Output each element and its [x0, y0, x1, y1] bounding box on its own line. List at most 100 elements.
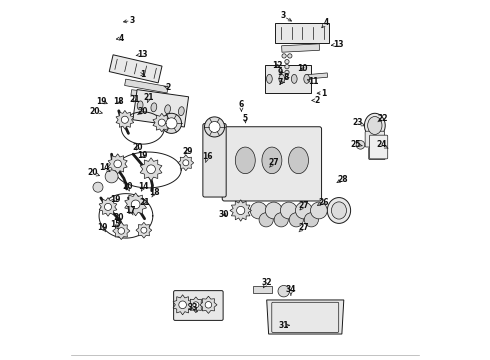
Polygon shape — [188, 297, 204, 313]
Circle shape — [118, 228, 124, 234]
Text: 13: 13 — [136, 50, 148, 59]
Circle shape — [205, 302, 212, 308]
Ellipse shape — [327, 198, 351, 224]
Circle shape — [183, 160, 189, 166]
Text: 29: 29 — [182, 147, 193, 156]
Polygon shape — [125, 193, 147, 216]
Polygon shape — [173, 295, 192, 315]
Circle shape — [278, 285, 290, 297]
Circle shape — [288, 54, 292, 58]
Circle shape — [193, 302, 199, 308]
Circle shape — [204, 117, 224, 137]
Ellipse shape — [331, 202, 346, 219]
Text: 32: 32 — [262, 278, 272, 288]
Circle shape — [209, 121, 220, 132]
Text: 27: 27 — [299, 201, 310, 210]
Text: 19: 19 — [97, 96, 107, 105]
Circle shape — [285, 70, 289, 75]
Text: 5: 5 — [243, 114, 247, 123]
Polygon shape — [253, 286, 271, 293]
Text: 2: 2 — [164, 83, 171, 92]
Circle shape — [259, 213, 273, 227]
Ellipse shape — [289, 147, 309, 174]
Ellipse shape — [262, 147, 282, 174]
Polygon shape — [108, 154, 127, 174]
Text: 4: 4 — [116, 34, 124, 43]
Text: 25: 25 — [350, 140, 362, 149]
Circle shape — [147, 165, 155, 174]
Ellipse shape — [368, 117, 382, 134]
Text: 4: 4 — [322, 18, 329, 28]
Text: 27: 27 — [299, 223, 310, 232]
Polygon shape — [282, 44, 319, 52]
Ellipse shape — [137, 101, 143, 110]
Polygon shape — [306, 73, 328, 79]
Ellipse shape — [304, 75, 310, 84]
Circle shape — [93, 182, 103, 192]
Text: 1: 1 — [140, 70, 146, 79]
Text: 3: 3 — [123, 16, 135, 25]
Text: 26: 26 — [318, 198, 328, 207]
Polygon shape — [153, 113, 171, 132]
Text: 3: 3 — [280, 11, 292, 21]
Polygon shape — [109, 55, 162, 83]
Text: 18: 18 — [149, 188, 160, 197]
Circle shape — [131, 200, 140, 209]
Polygon shape — [230, 200, 251, 221]
Text: 20: 20 — [90, 107, 102, 116]
Circle shape — [179, 301, 186, 309]
Ellipse shape — [279, 75, 285, 84]
Text: 19: 19 — [110, 195, 121, 204]
Polygon shape — [116, 111, 134, 129]
Polygon shape — [136, 222, 152, 238]
Circle shape — [274, 213, 288, 227]
Ellipse shape — [151, 103, 157, 112]
Text: 14: 14 — [139, 182, 149, 191]
Text: 21: 21 — [144, 93, 154, 102]
Polygon shape — [265, 64, 311, 93]
Circle shape — [237, 206, 245, 215]
Text: 22: 22 — [378, 114, 388, 123]
FancyBboxPatch shape — [368, 147, 385, 159]
Text: 20: 20 — [138, 107, 148, 116]
Polygon shape — [133, 90, 189, 127]
Circle shape — [141, 227, 147, 233]
Polygon shape — [178, 155, 194, 171]
Text: 19: 19 — [138, 151, 148, 160]
Circle shape — [158, 119, 165, 126]
Circle shape — [265, 202, 282, 219]
Text: 1: 1 — [317, 89, 326, 98]
Circle shape — [356, 140, 365, 149]
Circle shape — [250, 202, 267, 219]
Text: 7: 7 — [277, 78, 284, 87]
Circle shape — [285, 59, 289, 64]
Text: 20: 20 — [122, 182, 133, 191]
Polygon shape — [140, 158, 162, 181]
Text: 20: 20 — [132, 143, 143, 152]
Text: 17: 17 — [125, 206, 136, 215]
Ellipse shape — [365, 113, 385, 138]
Circle shape — [282, 54, 286, 58]
Text: 23: 23 — [353, 118, 365, 127]
Circle shape — [122, 116, 128, 123]
Polygon shape — [124, 79, 168, 93]
Circle shape — [311, 202, 327, 219]
FancyBboxPatch shape — [365, 131, 385, 147]
Ellipse shape — [235, 147, 255, 174]
Text: 9: 9 — [277, 68, 283, 77]
Circle shape — [304, 213, 319, 227]
Text: 15: 15 — [110, 220, 121, 229]
Text: 8: 8 — [283, 73, 289, 82]
Text: 19: 19 — [97, 223, 107, 232]
Ellipse shape — [267, 75, 272, 84]
Text: 30: 30 — [219, 210, 229, 219]
FancyBboxPatch shape — [369, 135, 388, 159]
Circle shape — [104, 203, 112, 211]
Text: 34: 34 — [286, 285, 296, 295]
Text: 31: 31 — [278, 321, 289, 330]
Circle shape — [285, 64, 289, 69]
Text: 2: 2 — [312, 96, 319, 105]
Circle shape — [289, 213, 303, 227]
FancyBboxPatch shape — [222, 127, 321, 201]
Circle shape — [161, 113, 181, 134]
